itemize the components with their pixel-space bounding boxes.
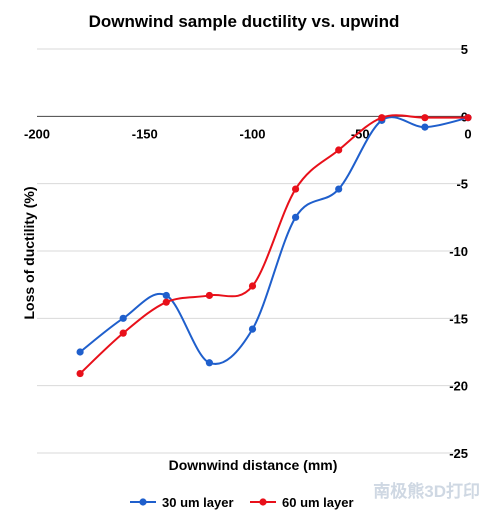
data-point — [421, 123, 429, 131]
data-point — [292, 185, 300, 193]
x-tick-label: -200 — [24, 126, 50, 141]
legend-marker — [139, 498, 147, 506]
data-point — [162, 291, 170, 300]
legend-marker — [259, 498, 267, 506]
data-point — [76, 369, 84, 378]
data-point — [248, 282, 257, 290]
data-point — [119, 329, 127, 337]
data-point — [205, 359, 213, 367]
series-lines — [76, 114, 472, 378]
series-line — [79, 116, 469, 365]
data-point — [248, 325, 257, 333]
y-tick-label: -5 — [456, 177, 468, 192]
x-tick-label: -100 — [239, 126, 265, 141]
y-tick-label: -25 — [449, 446, 468, 461]
data-point — [292, 213, 300, 221]
x-tick-label: -50 — [351, 126, 370, 141]
data-point — [378, 114, 386, 122]
y-tick-label: -10 — [449, 244, 468, 259]
axes: 50-5-10-15-20-25-200 -150 -100 -50 0 — [24, 42, 472, 461]
data-point — [335, 185, 343, 193]
y-tick-label: -20 — [449, 379, 468, 394]
legend-label: 60 um layer — [282, 495, 354, 510]
data-point — [205, 291, 213, 300]
data-point — [119, 314, 127, 322]
legend-label: 30 um layer — [162, 495, 234, 510]
series-line — [79, 114, 468, 375]
y-tick-label: -15 — [449, 311, 468, 326]
chart-title: Downwind sample ductility vs. upwind — [89, 12, 400, 31]
grid-lines — [37, 48, 468, 454]
x-axis-label: Downwind distance (mm) — [169, 457, 338, 473]
y-tick-label: 5 — [461, 42, 468, 57]
legend: 30 um layer 60 um layer — [130, 495, 354, 510]
data-point — [162, 298, 170, 306]
data-point — [335, 146, 343, 154]
y-axis-label: Loss of ductility (%) — [21, 187, 37, 320]
watermark-text: 南极熊3D打印 — [373, 481, 480, 501]
data-point — [464, 114, 472, 122]
data-point — [421, 114, 429, 122]
data-point — [76, 348, 84, 356]
x-tick-label: -150 — [132, 126, 158, 141]
x-tick-label: 0 — [464, 126, 471, 141]
series-2 — [76, 114, 472, 378]
